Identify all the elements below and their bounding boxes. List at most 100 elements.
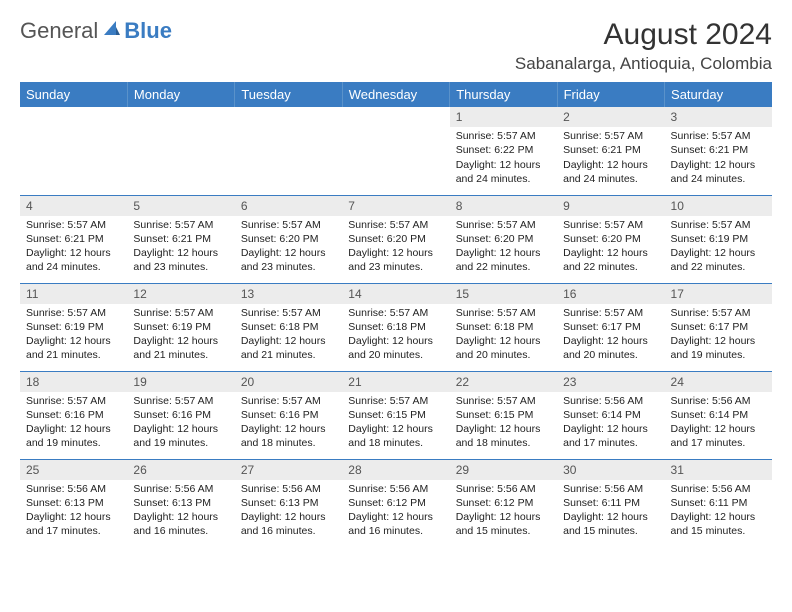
weekday-header: Tuesday — [235, 82, 342, 107]
daylight-line: Daylight: 12 hours and 19 minutes. — [26, 422, 121, 450]
calendar-table: SundayMondayTuesdayWednesdayThursdayFrid… — [20, 82, 772, 547]
day-content: Sunrise: 5:57 AMSunset: 6:19 PMDaylight:… — [127, 304, 234, 367]
sunrise-line: Sunrise: 5:56 AM — [671, 482, 766, 496]
day-content: Sunrise: 5:56 AMSunset: 6:12 PMDaylight:… — [342, 480, 449, 543]
calendar-cell — [235, 107, 342, 195]
weekday-header: Monday — [127, 82, 234, 107]
calendar-cell: 18Sunrise: 5:57 AMSunset: 6:16 PMDayligh… — [20, 371, 127, 459]
calendar-week-row: 4Sunrise: 5:57 AMSunset: 6:21 PMDaylight… — [20, 195, 772, 283]
day-number: 4 — [20, 196, 127, 216]
daylight-line: Daylight: 12 hours and 22 minutes. — [456, 246, 551, 274]
day-number: 19 — [127, 372, 234, 392]
daylight-line: Daylight: 12 hours and 17 minutes. — [563, 422, 658, 450]
day-number: 8 — [450, 196, 557, 216]
calendar-cell: 4Sunrise: 5:57 AMSunset: 6:21 PMDaylight… — [20, 195, 127, 283]
sunset-line: Sunset: 6:20 PM — [241, 232, 336, 246]
calendar-cell: 13Sunrise: 5:57 AMSunset: 6:18 PMDayligh… — [235, 283, 342, 371]
day-number: 31 — [665, 460, 772, 480]
day-number: 25 — [20, 460, 127, 480]
day-number: 9 — [557, 196, 664, 216]
sunrise-line: Sunrise: 5:57 AM — [563, 218, 658, 232]
day-content: Sunrise: 5:57 AMSunset: 6:21 PMDaylight:… — [557, 127, 664, 190]
sunrise-line: Sunrise: 5:56 AM — [563, 394, 658, 408]
calendar-cell: 6Sunrise: 5:57 AMSunset: 6:20 PMDaylight… — [235, 195, 342, 283]
daylight-line: Daylight: 12 hours and 24 minutes. — [456, 158, 551, 186]
logo-sail-icon — [102, 19, 122, 44]
sunset-line: Sunset: 6:15 PM — [348, 408, 443, 422]
sunset-line: Sunset: 6:11 PM — [671, 496, 766, 510]
sunset-line: Sunset: 6:22 PM — [456, 143, 551, 157]
calendar-cell: 29Sunrise: 5:56 AMSunset: 6:12 PMDayligh… — [450, 459, 557, 547]
day-number: 1 — [450, 107, 557, 127]
calendar-cell — [342, 107, 449, 195]
calendar-cell: 19Sunrise: 5:57 AMSunset: 6:16 PMDayligh… — [127, 371, 234, 459]
calendar-week-row: 1Sunrise: 5:57 AMSunset: 6:22 PMDaylight… — [20, 107, 772, 195]
sunrise-line: Sunrise: 5:57 AM — [456, 218, 551, 232]
day-content: Sunrise: 5:57 AMSunset: 6:19 PMDaylight:… — [20, 304, 127, 367]
daylight-line: Daylight: 12 hours and 23 minutes. — [348, 246, 443, 274]
calendar-cell: 24Sunrise: 5:56 AMSunset: 6:14 PMDayligh… — [665, 371, 772, 459]
calendar-cell: 8Sunrise: 5:57 AMSunset: 6:20 PMDaylight… — [450, 195, 557, 283]
daylight-line: Daylight: 12 hours and 15 minutes. — [563, 510, 658, 538]
day-content: Sunrise: 5:56 AMSunset: 6:13 PMDaylight:… — [235, 480, 342, 543]
calendar-cell: 30 Sunrise: 5:56 AMSunset: 6:11 PMDayligh… — [557, 459, 664, 547]
calendar-cell: 14Sunrise: 5:57 AMSunset: 6:18 PMDayligh… — [342, 283, 449, 371]
daylight-line: Daylight: 12 hours and 24 minutes. — [26, 246, 121, 274]
calendar-week-row: 11Sunrise: 5:57 AMSunset: 6:19 PMDayligh… — [20, 283, 772, 371]
day-number: 30 — [557, 460, 664, 480]
day-number: 2 — [557, 107, 664, 127]
sunset-line: Sunset: 6:13 PM — [26, 496, 121, 510]
location: Sabanalarga, Antioquia, Colombia — [515, 54, 772, 74]
weekday-header: Friday — [557, 82, 664, 107]
day-number: 16 — [557, 284, 664, 304]
calendar-cell — [127, 107, 234, 195]
daylight-line: Daylight: 12 hours and 16 minutes. — [133, 510, 228, 538]
calendar-cell: 25Sunrise: 5:56 AMSunset: 6:13 PMDayligh… — [20, 459, 127, 547]
day-content: Sunrise: 5:57 AMSunset: 6:17 PMDaylight:… — [557, 304, 664, 367]
sunrise-line: Sunrise: 5:56 AM — [563, 482, 658, 496]
calendar-cell: 21Sunrise: 5:57 AMSunset: 6:15 PMDayligh… — [342, 371, 449, 459]
sunset-line: Sunset: 6:12 PM — [456, 496, 551, 510]
sunset-line: Sunset: 6:20 PM — [348, 232, 443, 246]
calendar-cell: 2Sunrise: 5:57 AMSunset: 6:21 PMDaylight… — [557, 107, 664, 195]
sunrise-line: Sunrise: 5:57 AM — [348, 218, 443, 232]
sunset-line: Sunset: 6:15 PM — [456, 408, 551, 422]
day-content: Sunrise: 5:57 AMSunset: 6:16 PMDaylight:… — [235, 392, 342, 455]
daylight-line: Daylight: 12 hours and 15 minutes. — [671, 510, 766, 538]
weekday-header: Wednesday — [342, 82, 449, 107]
daylight-line: Daylight: 12 hours and 18 minutes. — [456, 422, 551, 450]
day-content: Sunrise: 5:57 AMSunset: 6:15 PMDaylight:… — [342, 392, 449, 455]
sunset-line: Sunset: 6:16 PM — [133, 408, 228, 422]
sunset-line: Sunset: 6:11 PM — [563, 496, 658, 510]
calendar-cell: 28Sunrise: 5:56 AMSunset: 6:12 PMDayligh… — [342, 459, 449, 547]
day-content: Sunrise: 5:56 AMSunset: 6:11 PMDaylight:… — [665, 480, 772, 543]
day-number: 13 — [235, 284, 342, 304]
daylight-line: Daylight: 12 hours and 17 minutes. — [671, 422, 766, 450]
day-content: Sunrise: 5:57 AMSunset: 6:18 PMDaylight:… — [450, 304, 557, 367]
calendar-header-row: SundayMondayTuesdayWednesdayThursdayFrid… — [20, 82, 772, 107]
day-number: 24 — [665, 372, 772, 392]
daylight-line: Daylight: 12 hours and 17 minutes. — [26, 510, 121, 538]
day-number: 21 — [342, 372, 449, 392]
day-content: Sunrise: 5:57 AMSunset: 6:15 PMDaylight:… — [450, 392, 557, 455]
month-title: August 2024 — [515, 18, 772, 52]
sunset-line: Sunset: 6:18 PM — [456, 320, 551, 334]
calendar-cell: 5Sunrise: 5:57 AMSunset: 6:21 PMDaylight… — [127, 195, 234, 283]
daylight-line: Daylight: 12 hours and 24 minutes. — [671, 158, 766, 186]
day-number: 15 — [450, 284, 557, 304]
daylight-line: Daylight: 12 hours and 19 minutes. — [133, 422, 228, 450]
day-number: 17 — [665, 284, 772, 304]
weekday-header: Thursday — [450, 82, 557, 107]
sunrise-line: Sunrise: 5:57 AM — [26, 306, 121, 320]
title-block: August 2024 Sabanalarga, Antioquia, Colo… — [515, 18, 772, 74]
calendar-cell: 20Sunrise: 5:57 AMSunset: 6:16 PMDayligh… — [235, 371, 342, 459]
day-number: 26 — [127, 460, 234, 480]
sunrise-line: Sunrise: 5:57 AM — [241, 306, 336, 320]
weekday-header: Sunday — [20, 82, 127, 107]
calendar-cell: 23Sunrise: 5:56 AMSunset: 6:14 PMDayligh… — [557, 371, 664, 459]
day-number: 29 — [450, 460, 557, 480]
day-content: Sunrise: 5:57 AMSunset: 6:16 PMDaylight:… — [127, 392, 234, 455]
calendar-cell — [20, 107, 127, 195]
sunrise-line: Sunrise: 5:57 AM — [348, 394, 443, 408]
daylight-line: Daylight: 12 hours and 24 minutes. — [563, 158, 658, 186]
